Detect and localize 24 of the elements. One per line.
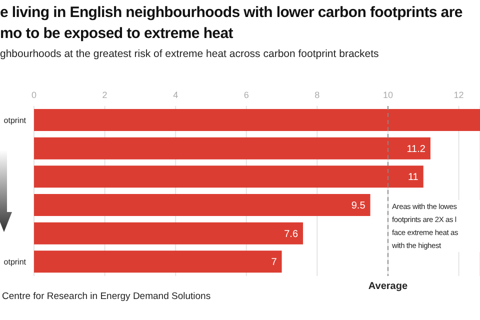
bar [34, 194, 370, 216]
bar [34, 250, 282, 273]
x-tick-label: 6 [244, 90, 249, 100]
x-tick-label: 0 [31, 90, 37, 100]
data-label: 7.6 [284, 228, 298, 240]
chart-subtitle: ghbourhoods at the greatest risk of extreme heat across carbon footprint brackets [0, 48, 380, 60]
bar [34, 222, 304, 244]
data-label: 11 [408, 172, 419, 184]
text: Centre for Research in Energy Demand Solutions [2, 291, 211, 302]
ref-line-label: Average [368, 281, 408, 292]
x-tick-label: 8 [314, 90, 320, 100]
y-tick-label: otprint [4, 258, 27, 267]
x-tick-label: 4 [173, 90, 178, 100]
x-tick-label: 12 [454, 90, 464, 100]
y-tick-label: otprint [4, 116, 27, 126]
data-label: 7 [271, 257, 278, 268]
data-label: 9.5 [351, 200, 366, 212]
bar [34, 109, 480, 131]
x-tick-label: 2 [102, 90, 108, 100]
x-tick-label: 10 [382, 90, 393, 100]
data-label: 11.2 [406, 144, 426, 155]
chart-title: e living in English neighbourhoods with lower carbon footprints are mo to be exposed to extreme heat [0, 3, 464, 44]
bar [34, 166, 424, 188]
bar [34, 137, 430, 160]
